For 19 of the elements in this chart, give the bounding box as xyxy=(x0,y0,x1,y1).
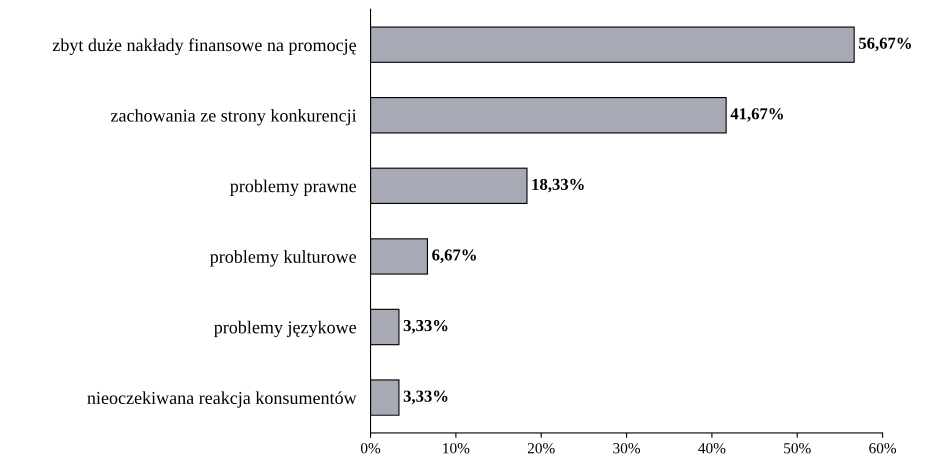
x-tick-label: 20% xyxy=(528,443,555,454)
x-tick-label: 40% xyxy=(698,443,726,454)
y-tick-label: zbyt duże nakłady finansowe na promocję xyxy=(52,38,356,55)
x-tick-label: 30% xyxy=(613,443,640,454)
data-label: 18,33% xyxy=(532,178,584,192)
data-label: 56,67% xyxy=(859,38,911,52)
data-label: 6,67% xyxy=(432,249,476,264)
data-label: 41,67% xyxy=(730,108,783,122)
y-tick-label: problemy prawne xyxy=(230,180,356,196)
data-label: 3,33% xyxy=(404,390,448,404)
x-tick-label: 10% xyxy=(443,443,470,454)
y-tick-label: zachowania ze strony konkurencji xyxy=(110,108,356,126)
x-tick-label: 0% xyxy=(360,443,380,454)
data-label: 3,33% xyxy=(404,320,448,334)
y-tick-label: problemy językowe xyxy=(214,320,356,338)
y-tick-label: nieoczekiwana reakcja konsumentów xyxy=(87,391,357,408)
x-tick-label: 50% xyxy=(784,443,811,454)
x-tick-label: 60% xyxy=(869,443,896,454)
y-tick-label: problemy kulturowe xyxy=(210,250,356,267)
